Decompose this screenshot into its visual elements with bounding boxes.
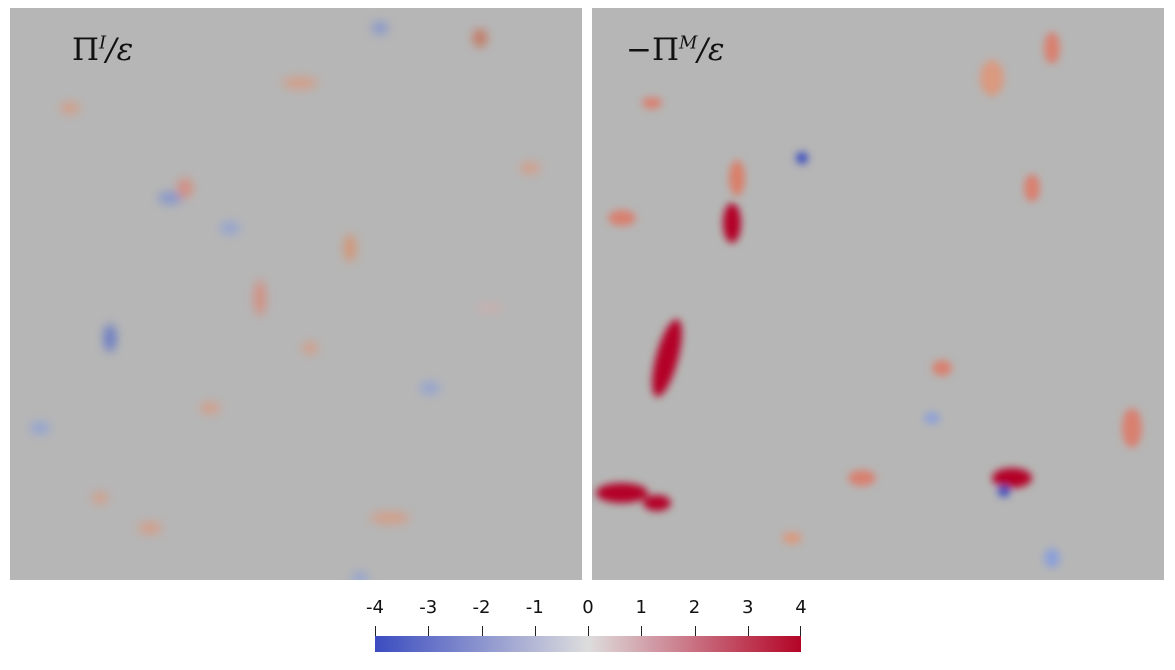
colorbar-tick-mark <box>800 626 801 636</box>
colorbar-tick-mark <box>641 626 643 636</box>
colorbar-tick-mark <box>481 626 483 636</box>
colorbar-tick-mark <box>747 626 749 636</box>
colorbar-gradient <box>375 636 801 652</box>
colorbar-tick-mark <box>428 626 430 636</box>
colorbar-tick-label: -1 <box>525 597 544 618</box>
field-image-left <box>10 8 582 580</box>
panel-label-left: ΠI/ε <box>72 32 134 68</box>
colorbar-tick-label: 4 <box>795 597 807 618</box>
field-panel-right: −ΠM/ε <box>592 8 1164 580</box>
colorbar-tick-label: 1 <box>635 597 647 618</box>
colorbar-tick-label: 3 <box>742 597 754 618</box>
colorbar-tick-label: -3 <box>419 597 438 618</box>
colorbar-tick-label: -4 <box>366 597 384 618</box>
field-image-right <box>592 8 1164 580</box>
colorbar <box>375 636 801 652</box>
colorbar-tick-mark <box>588 626 589 636</box>
colorbar-tick-label: -2 <box>472 597 491 618</box>
colorbar-ticks: -4 -3 -2 -1 0 1 2 3 4 <box>366 597 807 637</box>
field-panel-left: ΠI/ε <box>10 8 582 580</box>
colorbar-tick-mark <box>694 626 696 636</box>
colorbar-tick-mark <box>375 626 376 636</box>
colorbar-tick-mark <box>534 626 536 636</box>
panel-label-right: −ΠM/ε <box>626 32 725 68</box>
colorbar-tick-label: 2 <box>688 597 701 618</box>
colorbar-tick-label: 0 <box>582 597 594 618</box>
